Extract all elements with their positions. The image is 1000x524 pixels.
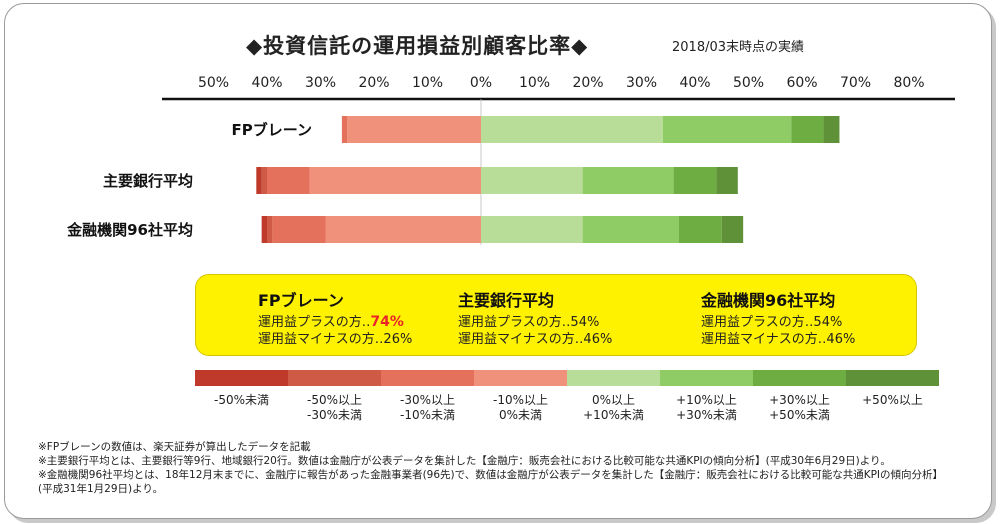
minus-value: 46% xyxy=(583,332,613,347)
bar-segment xyxy=(261,167,267,194)
bar-segment xyxy=(325,216,481,243)
footnote: ※主要銀行平均とは、主要銀行等9行、地域銀行20行。数値は金融庁が公表データを集… xyxy=(38,455,891,467)
legend-swatch xyxy=(753,370,846,386)
bar-segment xyxy=(481,216,583,243)
legend-label: +10%以上 +30%未満 xyxy=(676,393,737,422)
bar-segment xyxy=(261,216,267,243)
x-tick-label: 70% xyxy=(840,75,871,91)
x-tick-label: 10% xyxy=(412,75,443,91)
bar-segment xyxy=(267,216,273,243)
bar-segment xyxy=(481,116,663,143)
chart-title: ◆投資信託の運用損益別顧客比率◆ xyxy=(246,34,589,58)
plus-label: 運用益プラスの方‥ xyxy=(701,315,814,330)
plus-value: 54% xyxy=(813,315,843,330)
legend-label: 0%以上 +10%未満 xyxy=(583,393,644,422)
legend-swatch xyxy=(381,370,474,386)
summary-group-fp: FPブレーン 運用益プラスの方‥74% 運用益マイナスの方‥26% xyxy=(258,287,412,348)
minus-value: 46% xyxy=(826,332,856,347)
plus-label: 運用益プラスの方‥ xyxy=(258,315,371,330)
summary-box: FPブレーン 運用益プラスの方‥74% 運用益マイナスの方‥26% 主要銀行平均… xyxy=(195,274,917,356)
footnote: (平成31年1月29日)より。 xyxy=(38,483,164,495)
plus-value: 74% xyxy=(370,314,404,330)
legend-label: -50%以上 -30%未満 xyxy=(306,393,362,422)
x-tick-label: 20% xyxy=(572,75,603,91)
bar-segment xyxy=(678,216,722,243)
category-label: 主要銀行平均 xyxy=(103,172,193,190)
x-tick-labels: 50% 40% 30% 20% 10% 0% 10% 20% 30% 40% 50% 60% 70% 80… xyxy=(198,75,925,91)
bar-segment xyxy=(673,167,717,194)
bar-segment xyxy=(347,116,481,143)
bar-segment xyxy=(582,216,679,243)
plus-label: 運用益プラスの方‥ xyxy=(458,315,571,330)
bar-segment xyxy=(716,167,738,194)
x-tick-label: 10% xyxy=(519,75,550,91)
x-tick-label: 30% xyxy=(626,75,657,91)
category-label: 金融機関96社平均 xyxy=(66,221,193,239)
bar-segment xyxy=(481,167,583,194)
legend-swatch xyxy=(567,370,660,386)
bar-segment xyxy=(309,167,481,194)
category-label: FPブレーン xyxy=(232,121,313,139)
legend-swatch xyxy=(195,370,288,386)
bar-segment xyxy=(267,167,310,194)
minus-label: 運用益マイナスの方‥ xyxy=(458,332,584,347)
bar-segment xyxy=(823,116,840,143)
footnotes: ※FPブレーンの数値は、楽天証券が算出したデータを記載 ※主要銀行平均とは、主要… xyxy=(38,440,943,496)
x-tick-label: 80% xyxy=(893,75,924,91)
x-tick-label: 40% xyxy=(679,75,710,91)
bar-segment xyxy=(256,167,262,194)
panel-frame xyxy=(4,3,992,519)
legend-label: -30%以上 -10%未満 xyxy=(399,393,455,422)
bar-segment xyxy=(341,116,348,143)
legend-swatch xyxy=(288,370,381,386)
legend-label: +50%以上 xyxy=(862,393,923,407)
summary-group-banks: 主要銀行平均 運用益プラスの方‥54% 運用益マイナスの方‥46% xyxy=(458,287,612,348)
legend-swatch xyxy=(846,370,939,386)
x-tick-label: 60% xyxy=(786,75,817,91)
x-tick-label: 0% xyxy=(470,75,492,91)
plus-value: 54% xyxy=(570,315,600,330)
x-tick-label: 40% xyxy=(251,75,282,91)
bar-segment xyxy=(582,167,674,194)
bar-segment xyxy=(662,116,792,143)
footnote: ※FPブレーンの数値は、楽天証券が算出したデータを記載 xyxy=(38,441,311,453)
legend-label: +30%以上 +50%未満 xyxy=(769,393,830,422)
minus-label: 運用益マイナスの方‥ xyxy=(258,332,384,347)
x-tick-label: 20% xyxy=(358,75,389,91)
summary-name: FPブレーン xyxy=(258,291,344,310)
summary-name: 金融機関96社平均 xyxy=(701,291,836,310)
minus-label: 運用益マイナスの方‥ xyxy=(701,332,827,347)
x-tick-label: 50% xyxy=(733,75,764,91)
minus-value: 26% xyxy=(383,332,413,347)
bar-segment xyxy=(272,216,326,243)
summary-name: 主要銀行平均 xyxy=(458,291,555,310)
legend-label: -50%未満 xyxy=(213,393,269,407)
bar-segment xyxy=(721,216,744,243)
summary-group-96: 金融機関96社平均 運用益プラスの方‥54% 運用益マイナスの方‥46% xyxy=(701,287,855,348)
legend-swatch xyxy=(660,370,753,386)
footnote: ※金融機関96社平均とは、18年12月末までに、金融庁に報告があった金融事業者(… xyxy=(38,469,944,481)
legend-swatch xyxy=(474,370,567,386)
as-of-note: 2018/03末時点の実績 xyxy=(672,40,805,55)
x-tick-label: 30% xyxy=(305,75,336,91)
legend-label: -10%以上 0%未満 xyxy=(492,393,548,422)
bar-segment xyxy=(791,116,824,143)
x-tick-label: 50% xyxy=(198,75,229,91)
